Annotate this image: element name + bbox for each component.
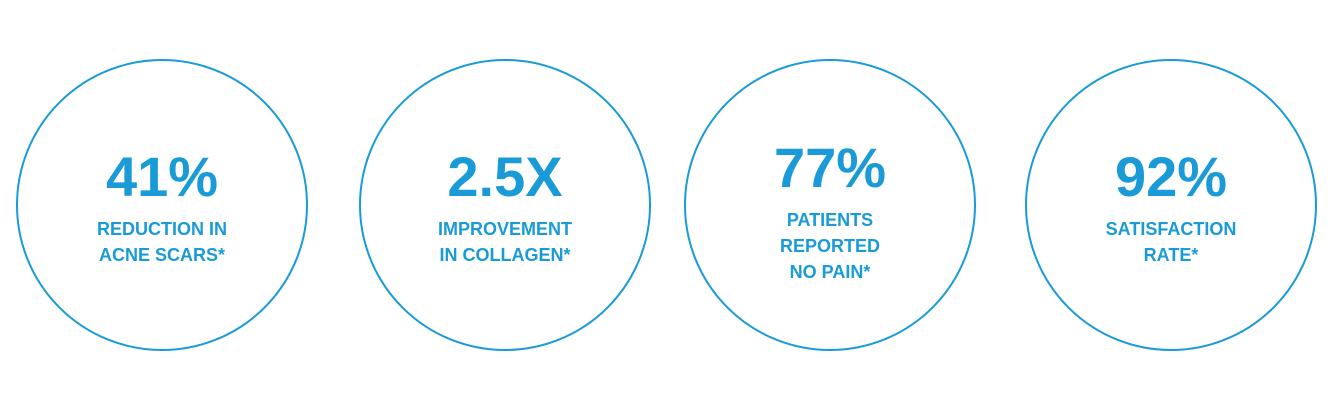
stat-label: SATISFACTION: [1106, 219, 1237, 239]
stat-item: 92% SATISFACTION RATE*: [1025, 59, 1317, 351]
stat-label: RATE*: [1144, 245, 1199, 265]
stat-label: ACNE SCARS*: [99, 245, 225, 265]
stat-circle: [684, 59, 976, 351]
stat-label: REPORTED: [780, 236, 880, 256]
stat-item: 41% REDUCTION IN ACNE SCARS*: [16, 59, 308, 351]
stat-label: REDUCTION IN: [97, 219, 227, 239]
stat-label: IMPROVEMENT: [438, 219, 572, 239]
stat-value: 2.5X: [447, 145, 562, 208]
stat-label: IN COLLAGEN*: [439, 245, 570, 265]
stat-circle: [359, 59, 651, 351]
stat-item: 77% PATIENTS REPORTED NO PAIN*: [684, 59, 976, 351]
stat-value: 92%: [1115, 145, 1227, 208]
stat-label: NO PAIN*: [790, 262, 871, 282]
stat-label: PATIENTS: [787, 210, 873, 230]
stat-value: 41%: [106, 145, 218, 208]
stat-item: 2.5X IMPROVEMENT IN COLLAGEN*: [359, 59, 651, 351]
stat-circle: [1025, 59, 1317, 351]
stat-circle: [16, 59, 308, 351]
stat-value: 77%: [774, 136, 886, 199]
